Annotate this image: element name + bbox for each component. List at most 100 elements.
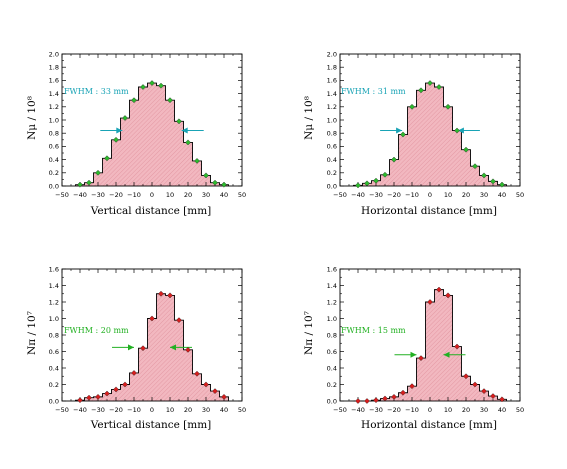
histogram-bar <box>443 295 453 401</box>
y-tick-label: 0.2 <box>327 381 337 389</box>
data-point <box>391 393 397 400</box>
data-point <box>472 163 478 170</box>
histogram-bar <box>120 118 130 186</box>
x-tick-label: 40 <box>220 191 228 199</box>
histogram-bar <box>416 358 426 401</box>
fwhm-arrowhead-left <box>116 127 123 134</box>
histogram-bar <box>380 174 390 186</box>
x-tick-label: 0 <box>428 191 432 199</box>
histogram-bar <box>434 87 444 186</box>
x-tick-label: 50 <box>516 191 524 199</box>
data-point <box>481 172 487 179</box>
histogram-bar <box>138 348 148 401</box>
y-tick-label: 1.0 <box>49 116 59 124</box>
histogram-bar <box>147 83 157 186</box>
y-tick-label: 1.6 <box>327 77 337 85</box>
data-point <box>86 394 92 401</box>
fwhm-arrowhead-right <box>443 351 450 358</box>
y-tick-label: 0.6 <box>327 348 337 356</box>
x-tick-label: 10 <box>444 406 452 414</box>
histogram-bar <box>111 139 121 186</box>
data-point <box>436 84 442 90</box>
histogram-bar <box>416 90 426 186</box>
fwhm-arrowhead-right <box>170 344 176 351</box>
data-point <box>400 389 406 396</box>
data-point <box>113 386 119 393</box>
data-point <box>400 131 406 138</box>
x-axis-title: Vertical distance [mm] <box>90 205 212 217</box>
data-point <box>131 370 137 376</box>
y-tick-label: 0.4 <box>49 364 59 372</box>
data-point <box>355 182 361 189</box>
data-point <box>104 155 110 162</box>
data-point <box>463 373 469 380</box>
x-tick-label: −10 <box>405 191 419 199</box>
y-axis-title: Nπ / 10⁷ <box>303 311 315 355</box>
y-tick-label: 0.0 <box>327 182 337 190</box>
x-tick-label: −10 <box>127 406 141 414</box>
data-point <box>176 118 182 125</box>
histogram-bar <box>470 166 480 186</box>
histogram-bar <box>398 392 408 401</box>
histogram-bar <box>192 160 202 186</box>
data-point <box>203 172 209 179</box>
x-tick-label: 30 <box>202 191 210 199</box>
y-tick-label: 0.2 <box>327 169 337 177</box>
data-point <box>355 398 361 404</box>
fwhm-label: FWHM : 33 mm <box>64 87 129 96</box>
y-tick-label: 0.8 <box>49 331 59 339</box>
data-point <box>472 381 478 388</box>
histogram-bar <box>156 293 166 401</box>
y-tick-label: 1.0 <box>49 315 59 323</box>
x-tick-label: −40 <box>73 406 87 414</box>
x-tick-label: 50 <box>238 191 246 199</box>
x-tick-label: −50 <box>333 406 347 414</box>
x-tick-label: −30 <box>91 406 105 414</box>
x-tick-label: −20 <box>387 406 401 414</box>
data-point <box>212 388 218 394</box>
data-point <box>221 181 227 188</box>
x-tick-label: 20 <box>462 191 470 199</box>
data-point <box>373 397 379 404</box>
y-tick-label: 1.0 <box>327 315 337 323</box>
y-tick-label: 0.2 <box>49 169 59 177</box>
data-point <box>373 177 379 184</box>
histogram-bar <box>147 318 157 401</box>
x-tick-label: 10 <box>166 406 174 414</box>
y-axis-title: Nπ / 10⁷ <box>26 311 38 355</box>
histogram-bar <box>165 100 175 186</box>
y-tick-label: 0.0 <box>327 397 337 405</box>
data-point <box>490 393 496 399</box>
x-tick-label: −50 <box>333 191 347 199</box>
y-tick-label: 0.6 <box>327 143 337 151</box>
data-point <box>409 103 415 110</box>
x-tick-label: 40 <box>220 406 228 414</box>
data-point <box>364 398 370 404</box>
y-tick-label: 0.0 <box>49 397 59 405</box>
x-tick-label: −40 <box>351 406 365 414</box>
y-tick-label: 1.8 <box>327 64 337 72</box>
histogram-bar <box>461 149 471 186</box>
x-tick-label: 30 <box>202 406 210 414</box>
y-tick-label: 2.0 <box>49 50 59 58</box>
y-tick-label: 1.8 <box>49 64 59 72</box>
data-point <box>409 383 415 390</box>
histogram-bar <box>183 142 193 186</box>
y-tick-label: 1.2 <box>327 103 337 111</box>
data-point <box>113 136 119 143</box>
x-axis-title: Horizontal distance [mm] <box>361 419 497 431</box>
histogram-bar <box>407 106 417 186</box>
data-point <box>212 179 218 186</box>
histogram-bar <box>210 391 220 401</box>
data-point <box>418 355 424 361</box>
data-point <box>445 292 451 299</box>
histogram-bar <box>425 302 435 401</box>
x-tick-label: 10 <box>166 191 174 199</box>
y-tick-label: 1.6 <box>49 77 59 85</box>
histogram-bar <box>398 134 408 186</box>
x-axis-title: Vertical distance [mm] <box>90 419 212 431</box>
data-point <box>158 82 164 89</box>
y-tick-label: 1.6 <box>327 265 337 273</box>
data-point <box>149 315 155 322</box>
